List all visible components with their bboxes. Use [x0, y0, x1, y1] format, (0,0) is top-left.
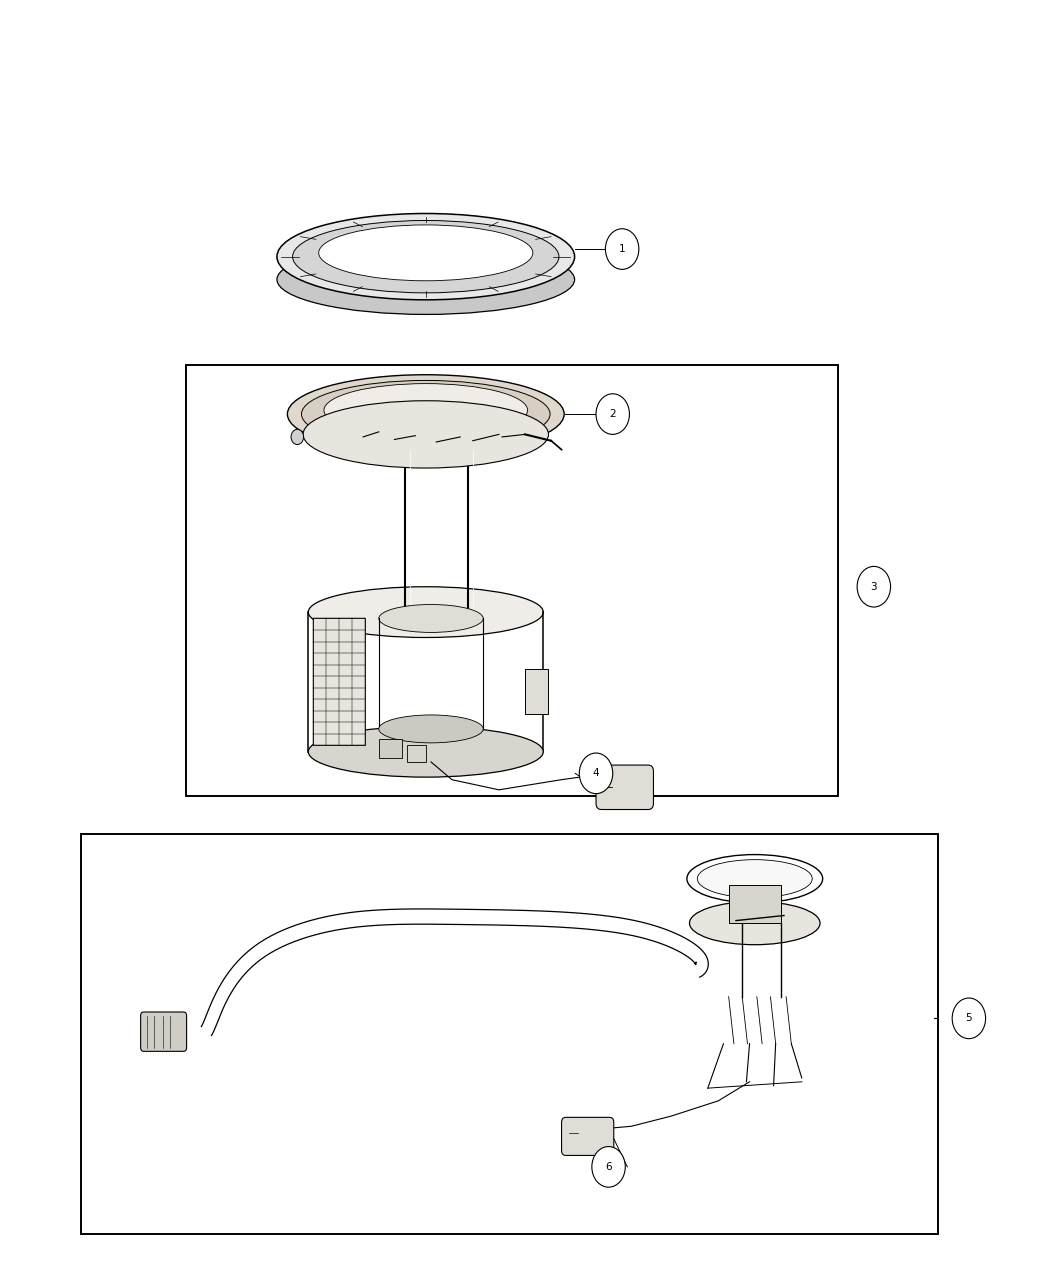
Bar — [186, 365, 838, 796]
Circle shape — [592, 1146, 625, 1187]
Text: 1: 1 — [618, 244, 626, 254]
FancyBboxPatch shape — [596, 765, 653, 810]
Ellipse shape — [303, 400, 548, 468]
Ellipse shape — [309, 727, 543, 778]
Ellipse shape — [687, 854, 822, 903]
Ellipse shape — [319, 224, 532, 280]
Text: 2: 2 — [609, 409, 616, 419]
Circle shape — [596, 394, 629, 435]
Circle shape — [580, 754, 613, 793]
FancyBboxPatch shape — [141, 1012, 187, 1052]
Text: 6: 6 — [605, 1162, 612, 1172]
Bar — [407, 746, 426, 762]
Circle shape — [291, 430, 303, 445]
Circle shape — [606, 228, 638, 269]
Circle shape — [952, 998, 986, 1039]
Bar — [729, 885, 781, 923]
Ellipse shape — [277, 245, 574, 315]
Text: 3: 3 — [870, 581, 877, 592]
Bar — [313, 618, 365, 746]
Bar — [525, 669, 548, 714]
Bar — [81, 834, 938, 1234]
Text: 5: 5 — [966, 1014, 972, 1024]
Ellipse shape — [697, 859, 813, 898]
Text: 4: 4 — [592, 769, 600, 778]
Ellipse shape — [293, 221, 559, 293]
Ellipse shape — [288, 375, 564, 454]
Ellipse shape — [301, 380, 550, 448]
Ellipse shape — [690, 901, 820, 945]
Circle shape — [857, 566, 890, 607]
FancyBboxPatch shape — [562, 1117, 614, 1155]
Ellipse shape — [277, 213, 574, 300]
Bar — [379, 740, 402, 759]
Ellipse shape — [324, 384, 527, 437]
Ellipse shape — [309, 586, 543, 638]
Ellipse shape — [379, 715, 483, 743]
Ellipse shape — [379, 604, 483, 632]
